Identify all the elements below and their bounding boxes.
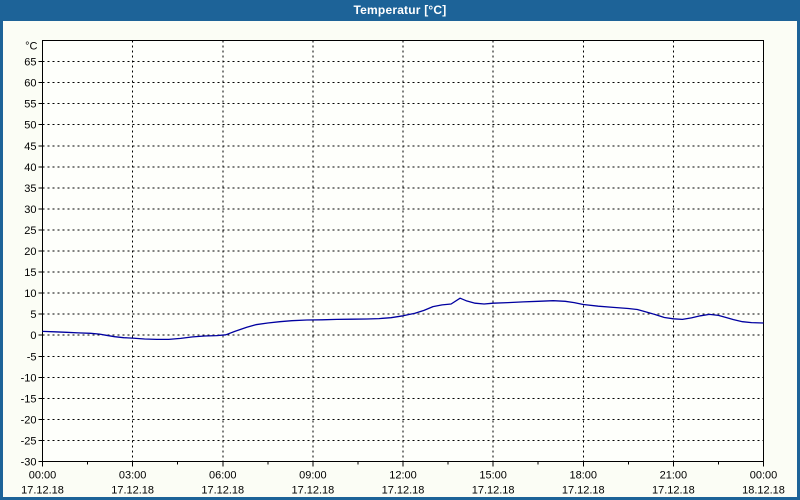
y-axis-unit-label: °C bbox=[25, 41, 37, 53]
y-axis-label: 15 bbox=[24, 267, 36, 279]
y-axis-label: 30 bbox=[24, 204, 36, 216]
x-axis-time-label: 18:00 bbox=[569, 470, 597, 482]
y-axis-label: -20 bbox=[21, 414, 37, 426]
x-axis-date-label: 17.12.18 bbox=[382, 485, 425, 497]
x-axis-date-label: 17.12.18 bbox=[21, 485, 64, 497]
y-axis-label: 5 bbox=[30, 309, 36, 321]
temperature-line-chart: 65605550454035302520151050-5-10-15-20-25… bbox=[21, 40, 785, 497]
y-axis-label: 35 bbox=[24, 183, 36, 195]
y-axis-label: 10 bbox=[24, 288, 36, 300]
x-axis-time-label: 06:00 bbox=[209, 470, 237, 482]
y-axis-label: -25 bbox=[21, 435, 37, 447]
x-axis-time-label: 00:00 bbox=[29, 470, 57, 482]
y-axis-label: -15 bbox=[21, 393, 37, 405]
y-axis-label: 45 bbox=[24, 141, 36, 153]
temperature-series-line bbox=[42, 297, 764, 341]
y-axis-label: -10 bbox=[21, 372, 37, 384]
window-titlebar: Temperatur [°C] bbox=[3, 0, 797, 21]
x-axis-time-label: 15:00 bbox=[479, 470, 507, 482]
x-axis-date-label: 17.12.18 bbox=[472, 485, 515, 497]
y-axis-label: 60 bbox=[24, 78, 36, 90]
y-axis-label: 65 bbox=[24, 57, 36, 69]
y-axis-label: 25 bbox=[24, 225, 36, 237]
y-axis-label: 55 bbox=[24, 99, 36, 111]
x-axis-time-label: 00:00 bbox=[750, 470, 778, 482]
y-axis-label: 20 bbox=[24, 246, 36, 258]
x-axis-time-label: 12:00 bbox=[389, 470, 417, 482]
x-axis-date-label: 17.12.18 bbox=[562, 485, 605, 497]
y-axis-label: 40 bbox=[24, 162, 36, 174]
x-axis-date-label: 17.12.18 bbox=[111, 485, 154, 497]
y-axis-label: -5 bbox=[27, 351, 37, 363]
x-axis-date-label: 17.12.18 bbox=[201, 485, 244, 497]
x-axis-time-label: 09:00 bbox=[299, 470, 327, 482]
window-title: Temperatur [°C] bbox=[353, 3, 447, 17]
y-axis-label: 0 bbox=[30, 330, 36, 342]
y-axis-label: 50 bbox=[24, 120, 36, 132]
x-axis-date-label: 18.12.18 bbox=[742, 485, 785, 497]
x-axis-date-label: 17.12.18 bbox=[291, 485, 334, 497]
y-axis-label: -30 bbox=[21, 457, 37, 469]
x-axis-date-label: 17.12.18 bbox=[652, 485, 695, 497]
x-axis-time-label: 03:00 bbox=[119, 470, 147, 482]
chart-area: 65 60 55 50 45 40 35 30 25 20 15 10 5 0 -5 -10 -15 -20 -25… bbox=[6, 21, 797, 497]
x-axis-time-label: 21:00 bbox=[660, 470, 688, 482]
